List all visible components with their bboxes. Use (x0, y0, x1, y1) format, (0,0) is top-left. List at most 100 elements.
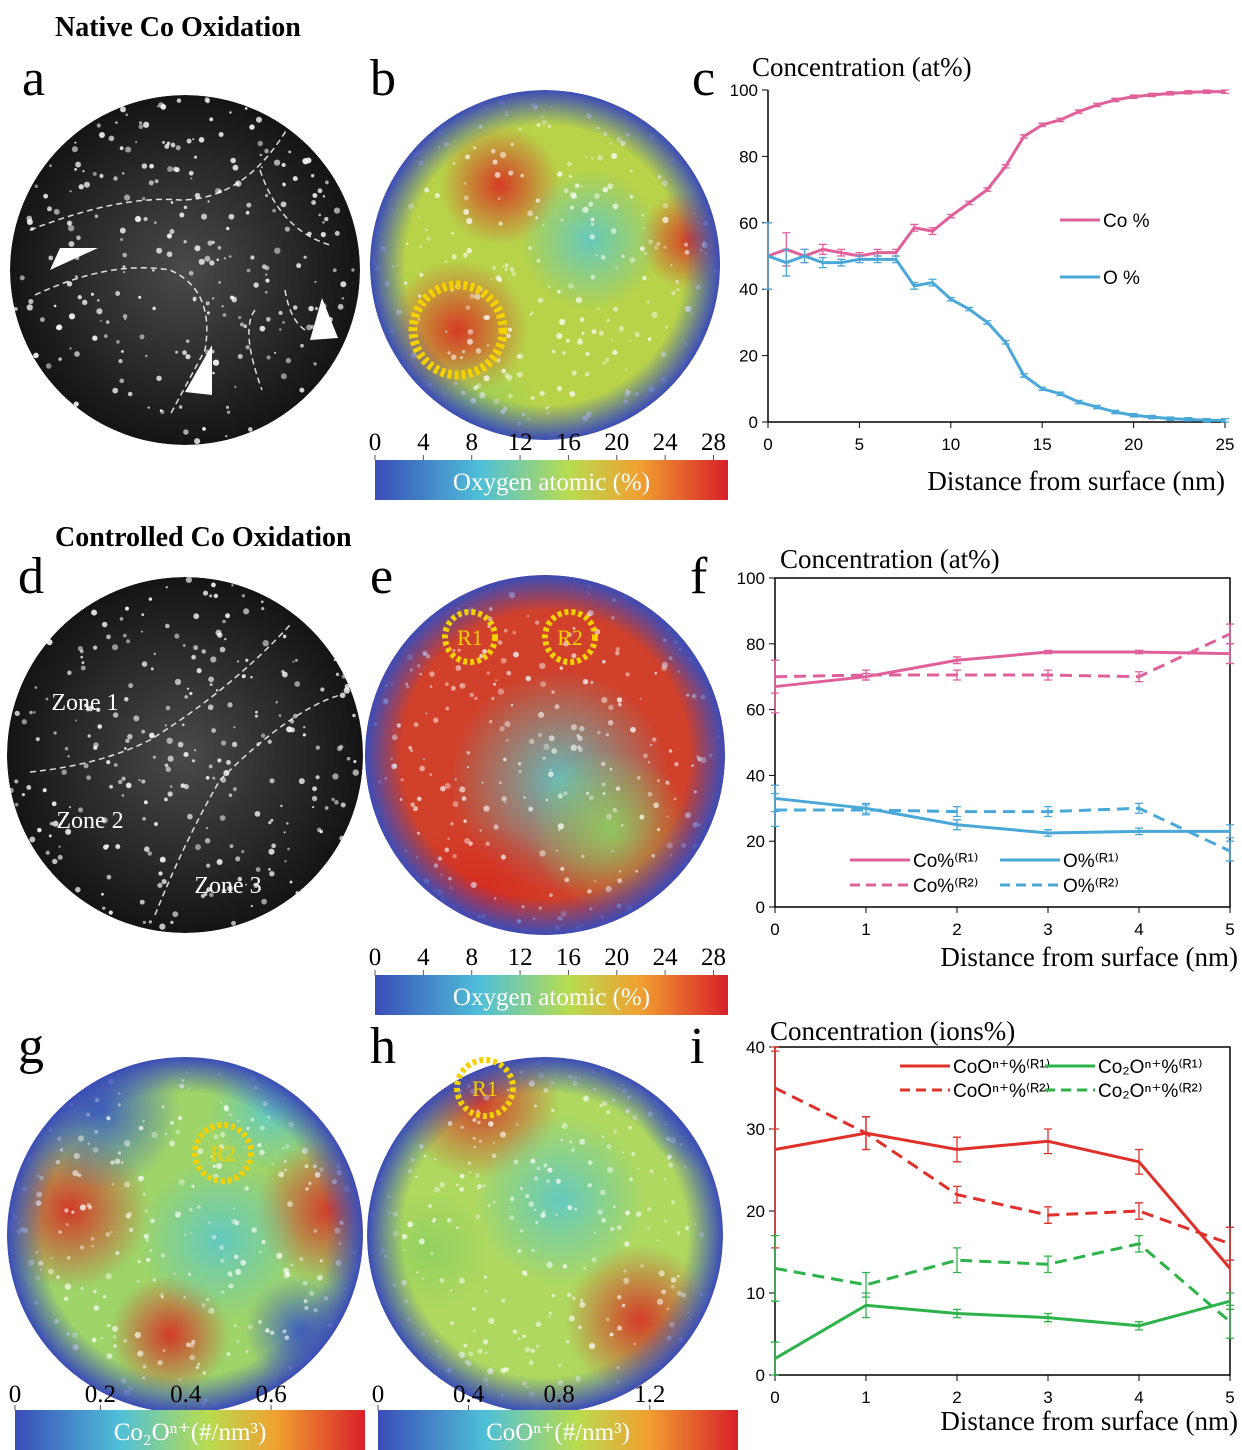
map-dot (287, 847, 290, 851)
map-dot (80, 665, 86, 671)
map-dot (292, 305, 298, 310)
map-dot (313, 362, 317, 366)
map-dot (82, 170, 85, 173)
map-dot (51, 801, 57, 807)
map-dot (21, 793, 25, 797)
map-dot (165, 766, 171, 772)
micrograph (7, 1057, 363, 1413)
map-dot (125, 782, 132, 789)
error-bar (771, 659, 779, 694)
map-dot (61, 769, 67, 775)
error-bar (1147, 92, 1156, 98)
map-dot (14, 710, 20, 717)
tick-label: 24 (653, 429, 679, 456)
map-dot (265, 273, 268, 276)
map-dot (67, 755, 70, 758)
error-bar (818, 243, 827, 255)
map-dot (212, 297, 215, 300)
series-line (767, 254, 1225, 422)
map-dot (269, 778, 275, 784)
map-dot (186, 138, 192, 144)
map-dot (239, 322, 244, 327)
map-dot (205, 301, 210, 306)
colorbar-label: Oxygen atomic (%) (453, 984, 650, 1011)
map-dot (254, 810, 261, 817)
map-dot (148, 597, 153, 601)
colorbar-label: CoOⁿ⁺(#/nm³) (486, 1419, 630, 1446)
map-rim (367, 1057, 723, 1413)
map-dot (226, 410, 231, 414)
map-dot (103, 844, 109, 850)
x-tick-label: 2 (952, 920, 961, 939)
map-dot (222, 619, 226, 624)
colorbar-label: Co₂Oⁿ⁺(#/nm³) (114, 1419, 267, 1446)
micrograph (367, 1057, 723, 1413)
map-dot (341, 674, 347, 679)
y-tick-label: 10 (746, 1284, 765, 1303)
map-dot (119, 617, 124, 621)
colorbar (378, 1410, 738, 1450)
map-dot (215, 629, 222, 636)
map-dot (315, 745, 320, 750)
map-dot (257, 140, 263, 147)
tick-label: 0.2 (85, 1381, 116, 1408)
y-tick-label: 30 (746, 1120, 765, 1139)
heading: Native Co Oxidation (55, 12, 301, 43)
map-dot (122, 265, 126, 269)
map-dot (320, 231, 326, 238)
map-dot (225, 434, 228, 438)
map-dot (178, 405, 183, 409)
micrograph (370, 90, 720, 440)
map-dot (261, 606, 265, 611)
map-dot (68, 806, 72, 809)
map-dot (141, 779, 146, 784)
map-dot (223, 257, 227, 260)
map-dot (49, 821, 54, 826)
error-bar (910, 281, 919, 290)
map-dot (45, 363, 52, 369)
map-dot (46, 206, 52, 212)
error-bar (946, 213, 955, 219)
map-dot (295, 659, 298, 662)
error-bar (928, 278, 937, 287)
map-dot (221, 305, 224, 308)
map-dot (170, 201, 174, 204)
map-dot (141, 163, 148, 169)
map-dot (119, 146, 124, 151)
x-tick-label: 2 (952, 1388, 961, 1407)
map-dot (331, 797, 335, 802)
map-dot (26, 219, 33, 226)
map-dot (115, 844, 121, 850)
error-bar (965, 306, 974, 312)
map-dot (260, 733, 266, 738)
map-dot (14, 802, 19, 807)
region-marker (442, 609, 498, 665)
map-dot (218, 131, 224, 137)
x-tick-label: 25 (1216, 435, 1235, 454)
map-dot (255, 867, 261, 872)
map-dot (34, 184, 38, 188)
tick-label: 28 (701, 944, 726, 971)
error-bar (1001, 340, 1010, 345)
error-bar (855, 255, 864, 264)
map-dot (174, 633, 180, 639)
error-bar (1074, 109, 1083, 114)
map-dot (148, 920, 153, 924)
map-dot (119, 378, 125, 384)
map-dot (208, 764, 213, 769)
map-dot (228, 255, 232, 258)
map-dot (231, 920, 236, 926)
map-dot (122, 314, 128, 319)
map-dot (87, 734, 91, 738)
map-dot (194, 192, 201, 199)
map-dot (181, 723, 185, 727)
map-dot (244, 107, 248, 110)
map-dot (159, 856, 166, 863)
map-dot (21, 719, 27, 725)
series-line (775, 806, 1231, 853)
map-dot (141, 613, 145, 617)
map-dot (241, 594, 246, 598)
map-dot (96, 299, 100, 302)
map-dot (125, 606, 129, 611)
y-tick-label: 100 (737, 569, 765, 588)
